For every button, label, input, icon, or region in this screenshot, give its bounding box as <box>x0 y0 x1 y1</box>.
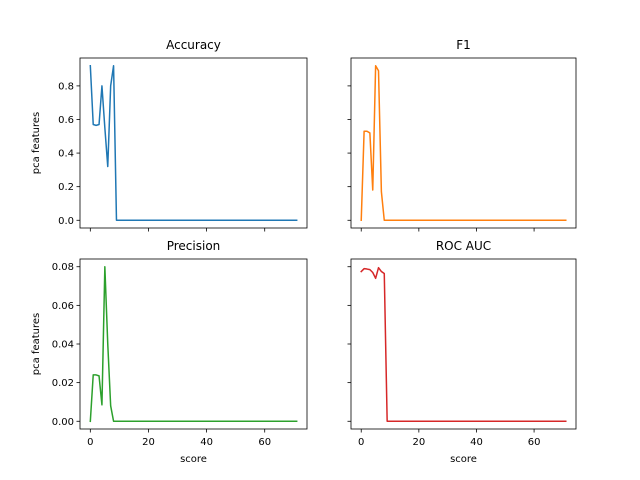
subplot-title: F1 <box>456 38 471 52</box>
y-axis-label: pca features <box>31 313 42 375</box>
plot-frame <box>79 258 308 430</box>
y-tick-label: 0.8 <box>58 81 74 92</box>
subplot-3: 0 20 40 60 0.00 0.02 0.04 0.06 0.08 Precision scor… <box>31 239 308 465</box>
y-axis-label: pca features <box>31 112 42 174</box>
x-axis-label: score <box>180 454 207 465</box>
x-tick-label: 0 <box>358 437 364 448</box>
subplot-2: F1 <box>347 38 577 232</box>
y-tick-label: 0.06 <box>52 301 74 312</box>
subplot-title: Accuracy <box>166 38 221 52</box>
y-tick-label: 0.04 <box>52 340 74 351</box>
x-tick-label: 0 <box>87 437 93 448</box>
x-tick-label: 40 <box>470 437 483 448</box>
x-tick-label: 60 <box>528 437 541 448</box>
y-tick-label: 0.4 <box>58 149 74 160</box>
series-line <box>360 266 567 423</box>
x-tick-label: 40 <box>200 437 213 448</box>
x-tick-label: 20 <box>412 437 425 448</box>
y-tick-label: 0.6 <box>58 115 74 126</box>
series-line <box>89 64 298 222</box>
plot-frame <box>350 57 577 229</box>
y-tick-label: 0.00 <box>52 417 74 428</box>
y-tick-label: 0.08 <box>52 262 74 273</box>
y-tick-label: 0.2 <box>58 182 74 193</box>
series-line <box>360 64 567 222</box>
x-axis-label: score <box>450 454 477 465</box>
x-tick-label: 20 <box>142 437 155 448</box>
plot-frame <box>79 57 308 229</box>
subplot-title: Precision <box>167 239 221 253</box>
series-line <box>89 265 298 423</box>
subplot-4: 0 20 40 60 ROC AUC score <box>347 239 577 465</box>
subplot-title: ROC AUC <box>436 239 491 253</box>
y-tick-label: 0.02 <box>52 378 74 389</box>
y-tick-label: 0.0 <box>58 216 74 227</box>
subplot-1: 0.0 0.2 0.4 0.6 0.8 Accuracy pca features <box>31 38 308 232</box>
x-tick-label: 60 <box>258 437 271 448</box>
